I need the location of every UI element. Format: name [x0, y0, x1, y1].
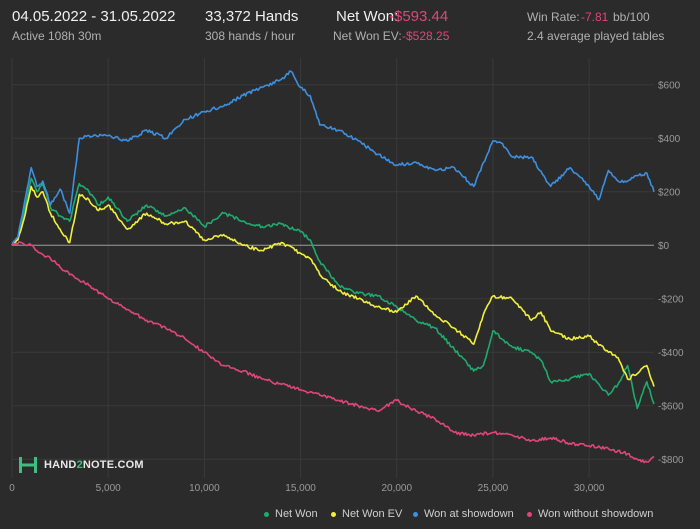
series-line-net-won-ev: [11, 185, 655, 387]
chart-legend: Net Won Net Won EV Won at showdown Won w…: [0, 508, 700, 524]
hand2note-logo: HAND2NOTE.COM: [18, 455, 144, 475]
x-tick-label: 20,000: [381, 483, 412, 494]
series-line-net-won: [11, 177, 655, 410]
win-rate-unit: bb/100: [613, 10, 650, 24]
x-tick-label: 30,000: [574, 483, 605, 494]
legend-item-won-without-showdown[interactable]: Won without showdown: [527, 508, 653, 520]
date-range: 04.05.2022 - 31.05.2022: [12, 8, 176, 25]
active-time: Active 108h 30m: [12, 29, 102, 43]
hands-count: 33,372 Hands: [205, 8, 299, 25]
x-tick-label: 5,000: [96, 483, 121, 494]
net-won-ev-label: Net Won EV:: [333, 29, 402, 43]
y-tick-label: -$400: [658, 348, 684, 359]
hands-per-hour: 308 hands / hour: [205, 29, 296, 43]
x-tick-label: 25,000: [478, 483, 509, 494]
x-tick-label: 10,000: [189, 483, 220, 494]
win-rate-value: -7.81: [581, 10, 609, 24]
average-tables: 2.4 average played tables: [527, 29, 665, 43]
win-rate-label: Win Rate:: [527, 10, 580, 24]
hand2note-logo-icon: [18, 455, 38, 475]
y-tick-label: $600: [658, 80, 681, 91]
y-tick-label: -$200: [658, 294, 684, 305]
series-line-won-at-showdown: [11, 70, 655, 246]
y-tick-label: $200: [658, 187, 681, 198]
stats-header: 04.05.2022 - 31.05.2022 Active 108h 30m …: [0, 0, 700, 50]
y-tick-label: -$800: [658, 455, 684, 466]
y-tick-label: $400: [658, 134, 681, 145]
legend-item-net-won[interactable]: Net Won: [264, 508, 318, 520]
legend-item-won-at-showdown[interactable]: Won at showdown: [413, 508, 514, 520]
x-tick-label: 0: [9, 483, 15, 494]
hand2note-logo-text: HAND2NOTE.COM: [44, 459, 144, 471]
y-tick-label: -$600: [658, 401, 684, 412]
y-tick-label: $0: [658, 241, 670, 252]
x-tick-label: 15,000: [285, 483, 316, 494]
net-won-label: Net Won:: [336, 8, 399, 25]
net-won-value: -$593.44: [389, 8, 449, 25]
net-won-ev-value: -$528.25: [402, 29, 450, 43]
legend-item-net-won-ev[interactable]: Net Won EV: [331, 508, 402, 520]
series-line-won-without-showdown: [11, 241, 655, 464]
